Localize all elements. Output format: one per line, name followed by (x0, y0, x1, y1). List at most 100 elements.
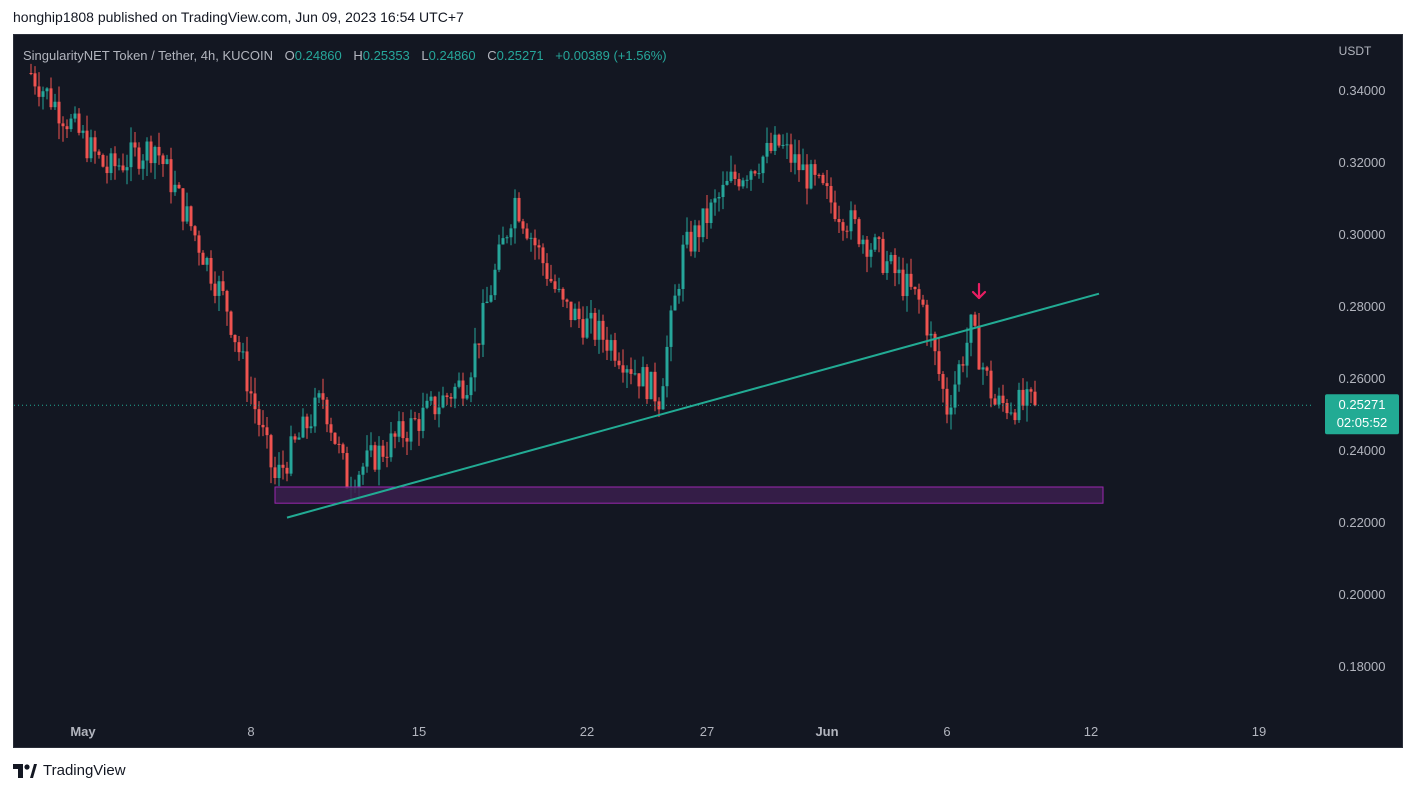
candle-body (217, 281, 221, 296)
candle (601, 314, 605, 353)
candle (209, 250, 213, 291)
candle (1025, 381, 1029, 422)
candle (597, 309, 601, 354)
candle (889, 252, 893, 265)
candle-body (357, 474, 361, 489)
candle-body (761, 156, 765, 174)
time-axis[interactable]: May 8 15 22 27 Jun 6 12 19 (70, 724, 1266, 739)
candle (869, 243, 873, 268)
candle (865, 235, 869, 273)
candle-body (721, 184, 725, 198)
candle-body (37, 86, 41, 97)
candle (161, 153, 165, 177)
candle-body (649, 371, 653, 400)
candle (157, 132, 161, 165)
candle-body (621, 365, 625, 373)
candle-body (249, 391, 253, 394)
price-tick-label: 0.30000 (1339, 227, 1386, 242)
candle (81, 124, 85, 139)
candle (245, 336, 249, 403)
candle (109, 148, 113, 181)
candle-body (377, 445, 381, 470)
candle-body (581, 319, 585, 338)
candle (397, 411, 401, 443)
support-zone[interactable] (274, 486, 1104, 504)
candle (1001, 384, 1005, 412)
candle-body (329, 424, 333, 433)
candle (117, 158, 121, 171)
candle (761, 155, 765, 183)
candle-body (585, 318, 589, 338)
candle (693, 219, 697, 258)
candle-body (117, 165, 121, 167)
candle-body (361, 466, 365, 475)
candle-body (277, 464, 281, 479)
candle (513, 189, 517, 244)
candle-body (105, 166, 109, 174)
candle-body (653, 371, 657, 402)
candle-body (889, 254, 893, 262)
candle-body (309, 426, 313, 429)
candle (393, 431, 397, 449)
candle (497, 234, 501, 273)
candle (229, 310, 233, 338)
candle-body (289, 436, 293, 474)
legend-low-label: L (421, 48, 428, 63)
candle (965, 327, 969, 378)
time-tick-label: 22 (580, 724, 594, 739)
candle (493, 263, 497, 301)
price-badge-countdown: 02:05:52 (1337, 415, 1388, 430)
candle (321, 378, 325, 409)
candle-body (801, 164, 805, 171)
price-chart[interactable]: SingularityNET Token / Tether, 4h, KUCOI… (14, 35, 1402, 747)
candle (205, 256, 209, 272)
tradingview-logo[interactable]: TradingView (13, 762, 126, 779)
candle-body (473, 343, 477, 378)
candle (905, 263, 909, 312)
candle (413, 411, 417, 421)
candle (113, 146, 117, 180)
candle (745, 175, 749, 189)
candle (885, 250, 889, 280)
candle (421, 392, 425, 439)
candle-body (881, 238, 885, 273)
candle-body (1029, 389, 1033, 392)
candle (817, 173, 821, 179)
candle (145, 137, 149, 177)
candle (89, 129, 93, 163)
candle-body (809, 164, 813, 189)
candle-body (525, 228, 529, 239)
candle-body (341, 444, 345, 454)
candle (465, 385, 469, 401)
candle-body (257, 409, 261, 425)
candle-body (685, 231, 689, 245)
candle (473, 327, 477, 392)
candle-body (921, 299, 925, 305)
candle (681, 235, 685, 302)
time-tick-label: 6 (943, 724, 950, 739)
candle-body (701, 208, 705, 238)
candle-body (757, 173, 761, 175)
candle (97, 149, 101, 159)
candle (469, 372, 473, 403)
candle-body (617, 360, 621, 366)
time-tick-label: May (70, 724, 96, 739)
candle-body (625, 369, 629, 373)
candle-body (345, 453, 349, 489)
candle (337, 436, 341, 454)
candle-body (977, 325, 981, 370)
candle (673, 284, 677, 311)
candle-body (533, 237, 537, 246)
candle-body (997, 395, 1001, 405)
candle (265, 417, 269, 449)
candle (61, 116, 65, 142)
candle-body (733, 171, 737, 179)
candle (589, 299, 593, 334)
candle-body (913, 286, 917, 290)
candle (797, 140, 801, 182)
trendline[interactable] (286, 292, 1100, 519)
chart-frame[interactable]: SingularityNET Token / Tether, 4h, KUCOI… (13, 34, 1403, 748)
price-axis[interactable]: 0.34000 0.32000 0.30000 0.28000 0.26000 0.240… (1339, 83, 1386, 674)
candle-body (989, 370, 993, 399)
candle (65, 119, 69, 139)
